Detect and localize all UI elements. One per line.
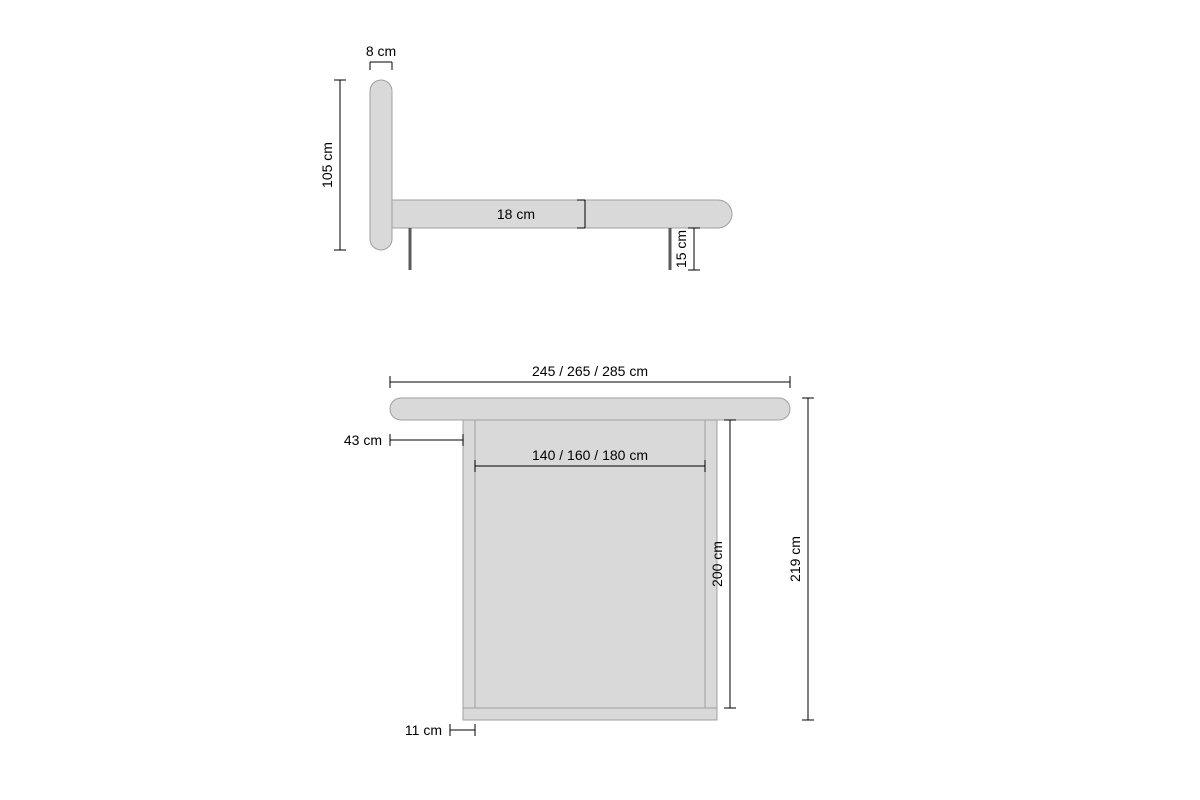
- dimension-label: 200 cm: [709, 541, 725, 587]
- dimension-label: 105 cm: [319, 142, 335, 188]
- dimension-label: 140 / 160 / 180 cm: [532, 447, 648, 463]
- frame-rail-0: [463, 420, 475, 720]
- dimension-label: 8 cm: [366, 43, 396, 59]
- platform-side: [392, 200, 732, 228]
- drawing-canvas: 105 cm 8 cm 18 cm 15 cm 245 / 265 / 285 cm 4…: [0, 0, 1200, 800]
- headboard-side: [370, 80, 392, 250]
- dimension-label: 18 cm: [497, 206, 535, 222]
- frame-rail-2: [463, 708, 717, 720]
- headboard-top: [390, 398, 790, 420]
- mattress-top: [475, 420, 705, 708]
- side-view: 105 cm 8 cm 18 cm 15 cm: [319, 43, 732, 270]
- dimension-label: 15 cm: [673, 230, 689, 268]
- dimension-label: 219 cm: [787, 536, 803, 582]
- top-view: 245 / 265 / 285 cm 43 cm 140 / 160 / 180 c…: [344, 363, 814, 738]
- dimension-label: 43 cm: [344, 432, 382, 448]
- dimension-label: 245 / 265 / 285 cm: [532, 363, 648, 379]
- dimension-label: 11 cm: [405, 722, 442, 738]
